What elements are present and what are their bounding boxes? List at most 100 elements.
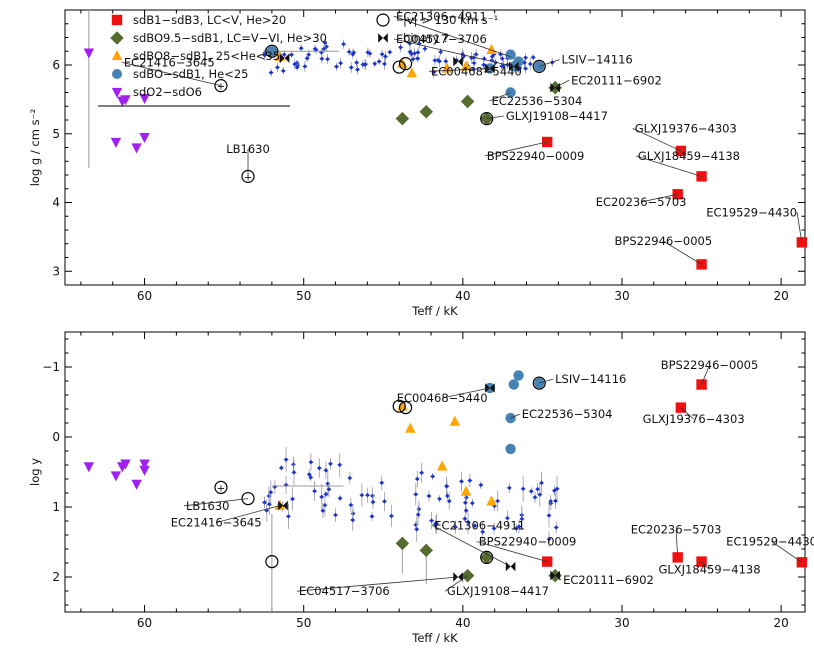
leader-line [635,155,702,177]
star-label: EC22536−5304 [522,407,613,421]
sample-point [523,55,528,60]
binary-marker [279,53,290,63]
sample-point [281,68,286,74]
data-point [83,48,95,59]
x-tick-label: 40 [455,616,470,630]
series-sdO2-sdO6 [83,48,150,154]
sample-point [507,485,512,491]
sample-point [546,513,552,518]
sample-point [355,67,360,72]
data-point [419,104,434,119]
sample-point [275,65,280,70]
plot-frame [64,331,806,613]
sample-point [279,465,284,471]
series-sdBO9.5-sdB1 [395,536,562,583]
sample-point [415,56,420,61]
star-label: GLXJ19108−4417 [447,584,549,598]
sample-point [268,70,274,75]
star-label: GLXJ19376−4303 [635,121,737,135]
leader-line [432,525,511,567]
data-point [110,137,122,148]
sample-point [328,461,333,467]
data-point [395,111,410,126]
sample-point [389,513,394,519]
high-velocity-circle [392,60,406,74]
leader-line [701,364,710,385]
data-point [505,412,516,424]
leader-line [632,128,682,152]
sample-point [416,506,422,512]
leader-line [796,212,803,243]
high-velocity-circle [265,44,279,58]
leader-line [675,529,679,558]
y-tick-label: −1 [42,360,60,374]
data-point [139,459,150,470]
sample-point [473,52,479,57]
star-label: BPS22946−0005 [615,234,713,248]
x-tick-label: 50 [296,616,311,630]
sample-point [323,468,329,473]
star-label: EC21306−4911 [434,518,525,532]
leader-line [476,541,548,562]
sample-point [539,480,544,486]
sample-point [379,480,385,486]
data-point [675,402,687,413]
x-tick-label: 30 [614,289,629,303]
sample-point [283,457,289,462]
y-tick-label: 2 [52,570,60,584]
y-tick-label: 5 [52,127,60,141]
data-point [479,550,494,565]
leader-line [489,92,511,102]
legend-label: binary ? [403,31,449,45]
sample-point [422,46,428,51]
data-point [139,93,150,104]
leader-line [121,61,222,87]
leader-line [539,59,560,67]
sample-point [514,526,519,531]
sample-point [348,502,354,508]
sample-point [530,55,536,60]
sample-point [470,500,475,506]
binary-marker [505,561,516,572]
legend-label: sdBO9.5−sdB1, LC=V−VI, He>30 [133,31,327,45]
data-point [139,133,150,144]
sample-point [430,474,435,479]
sample-point [289,52,294,57]
sample-point [437,496,442,502]
series-sdBO8-sdB1 [274,400,497,510]
sample-point [528,61,533,67]
leader-line [442,387,490,399]
data-point [131,479,142,490]
binary-marker [453,56,463,67]
sample-point [337,462,342,468]
leader-line [554,79,570,89]
sample-point [268,490,274,495]
sample-point [463,508,469,513]
sample-point [415,512,421,517]
y-tick-label: 3 [52,264,60,278]
sample-point [445,493,450,499]
sample-point [286,514,291,519]
sample-point [535,486,540,492]
sample-point [337,495,343,501]
high-velocity-circle [265,554,279,569]
leader-line [393,38,514,67]
star-label: EC04517−3706 [396,32,487,46]
binary-marker [278,500,288,511]
leader-line [444,575,468,592]
plus-sign: + [217,483,225,494]
sample-point [306,472,312,477]
star-label: LSIV−14116 [562,53,633,67]
chart-panel-bottom: 60 50 40 30 20 −1 0 1 2 Teff / kK log y + EC04517−37… [28,331,814,645]
high-velocity-circle [392,399,406,413]
sample-point [553,498,558,504]
chart-panel-top: 60 50 40 30 20 3 4 5 6 Teff / kK log g / cm s⁻² + + B… [28,9,808,318]
sample-point [308,459,314,465]
y-axis-label: log y [28,458,42,486]
sample-point [519,516,525,522]
sample-point [341,41,346,47]
sample-point [347,475,353,481]
sample-point [326,487,332,492]
data-point [419,543,434,558]
x-axis-label: Teff / kK [411,304,458,318]
